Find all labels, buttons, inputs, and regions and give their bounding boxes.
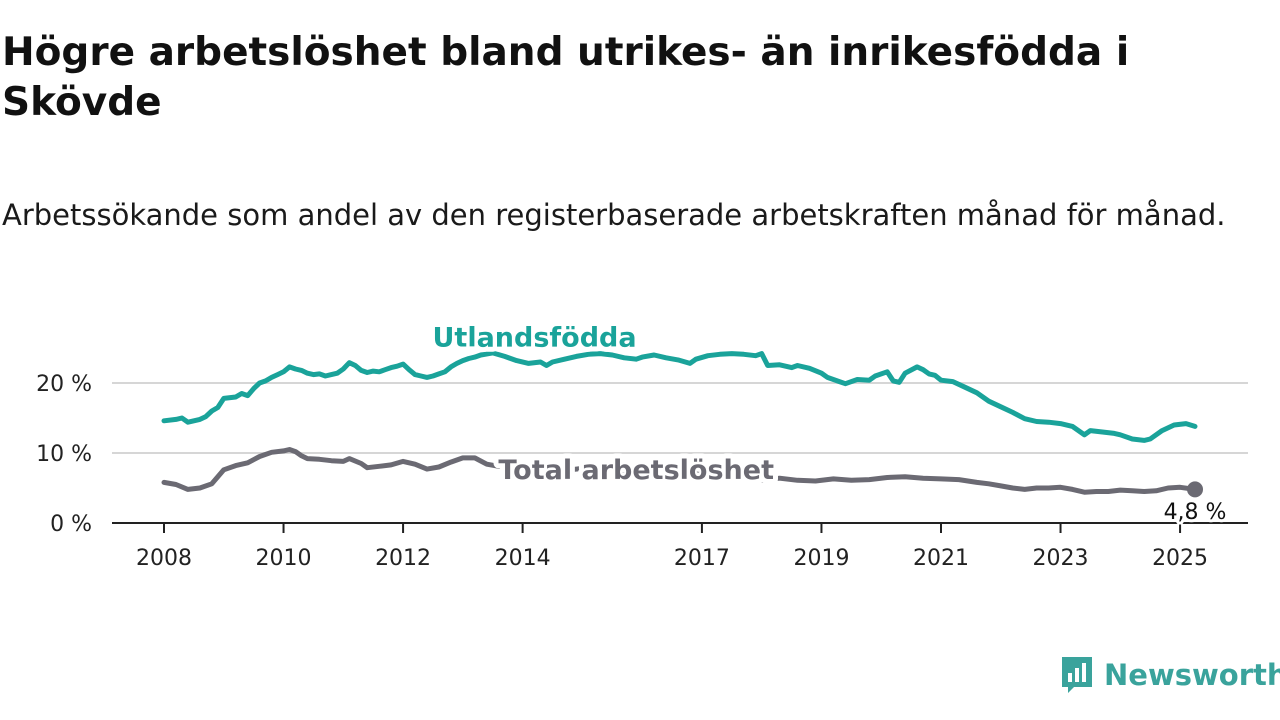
x-tick-label: 2008 xyxy=(136,546,192,571)
series-end-point xyxy=(1187,481,1204,498)
chart-subtitle: Arbetssökande som andel av den registerb… xyxy=(2,198,1226,232)
brand-name: Newsworthy xyxy=(1104,658,1280,692)
bar-chart-speech-bubble-icon xyxy=(1062,657,1092,693)
x-tick-label: 2023 xyxy=(1033,546,1089,571)
x-tick-label: 2014 xyxy=(495,546,551,571)
x-tick-label: 2017 xyxy=(674,546,730,571)
end-value-label-halo: 4,8 % xyxy=(1164,500,1227,525)
chart-title: Högre arbetslöshet bland utrikes- än inr… xyxy=(2,30,1130,125)
y-tick-label: 0 % xyxy=(50,512,92,537)
x-tick-label: 2021 xyxy=(913,546,969,571)
axes: 0 % 10 % 20 % 2008 2010 2012 2014 2017 2019 2021 2… xyxy=(36,372,1248,571)
end-value-label: 4,8 % xyxy=(1164,500,1227,525)
y-tick-label: 10 % xyxy=(36,442,92,467)
x-tick-label: 2010 xyxy=(256,546,312,571)
newsworthy-logo: Newsworthy xyxy=(1060,654,1280,696)
x-tick-label: 2019 xyxy=(793,546,849,571)
series-line-total xyxy=(161,447,1198,495)
series-lines xyxy=(161,350,1204,498)
x-tick-label: 2025 xyxy=(1152,546,1208,571)
series-label: Total arbetslöshet xyxy=(498,455,774,486)
line-chart: 0 % 10 % 20 % 2008 2010 2012 2014 2017 2019 2021 2… xyxy=(36,318,1248,571)
x-tick-label: 2012 xyxy=(375,546,431,571)
series-label-halo: Utlandsfödda xyxy=(433,323,637,354)
y-tick-label: 20 % xyxy=(36,372,92,397)
series-line-utlandsfodda xyxy=(161,350,1198,443)
gridlines xyxy=(112,382,1248,454)
series-label: Utlandsfödda xyxy=(433,323,637,354)
series-label-halo: Total arbetslöshet xyxy=(498,455,774,486)
